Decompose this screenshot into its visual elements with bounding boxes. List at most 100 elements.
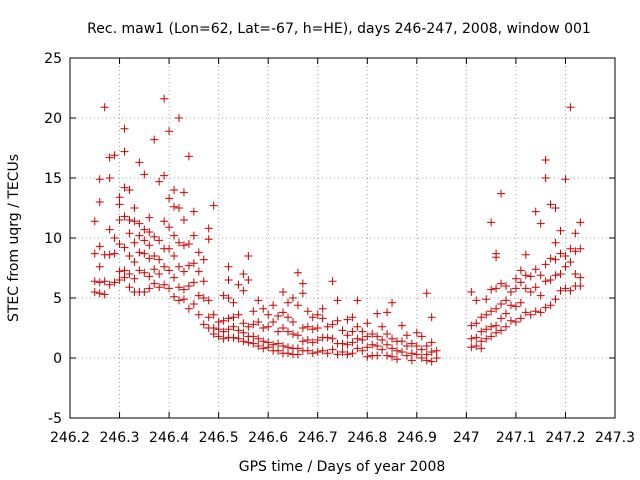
data-point-marker	[348, 338, 357, 347]
data-point-marker	[397, 321, 406, 330]
x-tick-label: 247.1	[496, 430, 536, 446]
data-point-marker	[313, 348, 322, 356]
data-point-marker	[224, 294, 233, 302]
data-point-marker	[170, 186, 179, 194]
data-point-marker	[100, 103, 109, 112]
data-point-marker	[194, 248, 203, 257]
data-point-marker	[383, 351, 392, 360]
data-point-marker	[363, 343, 372, 352]
data-point-marker	[407, 356, 416, 365]
data-point-marker	[383, 340, 392, 349]
data-point-marker	[393, 355, 401, 364]
data-point-marker	[100, 290, 109, 299]
data-point-marker	[412, 328, 421, 337]
data-point-marker	[472, 342, 481, 350]
data-point-marker	[541, 277, 550, 286]
data-point-marker	[90, 217, 99, 226]
data-point-marker	[279, 324, 288, 332]
data-point-marker	[199, 255, 208, 264]
data-point-marker	[576, 218, 585, 227]
y-tick-label: 20	[44, 111, 62, 127]
data-point-marker	[492, 304, 501, 313]
data-point-marker	[175, 238, 183, 247]
data-point-marker	[279, 342, 288, 350]
data-point-marker	[383, 330, 392, 338]
data-point-marker	[308, 338, 317, 347]
data-point-marker	[422, 356, 431, 365]
grid-lines	[70, 58, 615, 418]
data-point-marker	[343, 350, 352, 359]
data-point-marker	[333, 316, 342, 325]
data-point-marker	[427, 313, 436, 322]
data-point-marker	[348, 349, 357, 358]
data-point-marker	[150, 265, 159, 274]
data-point-marker	[482, 295, 491, 304]
data-point-marker	[576, 273, 585, 282]
data-point-marker	[516, 266, 525, 275]
data-point-marker	[298, 289, 307, 298]
y-axis-ticks: -5 0 5 10 15 20 25	[44, 51, 615, 427]
data-point-marker	[135, 219, 144, 228]
data-point-marker	[249, 320, 258, 329]
data-point-marker	[373, 332, 382, 341]
data-point-marker	[467, 334, 476, 343]
data-point-marker	[229, 322, 238, 331]
data-point-marker	[194, 310, 203, 319]
data-point-marker	[279, 308, 288, 317]
data-point-marker	[343, 315, 352, 324]
data-point-marker	[95, 262, 104, 271]
data-point-marker	[497, 300, 506, 308]
data-point-marker	[571, 270, 580, 278]
data-point-marker	[556, 249, 565, 258]
data-point-marker	[110, 234, 119, 242]
data-point-marker	[179, 267, 188, 276]
data-point-marker	[368, 330, 377, 338]
data-point-marker	[284, 349, 292, 358]
data-point-marker	[259, 337, 268, 346]
data-point-marker	[397, 348, 406, 356]
data-point-marker	[155, 236, 164, 245]
data-point-marker	[125, 252, 134, 260]
data-point-marker	[417, 345, 426, 354]
data-point-marker	[95, 278, 104, 287]
data-point-marker	[536, 308, 545, 317]
data-point-marker	[234, 326, 243, 335]
data-point-marker	[120, 212, 129, 221]
data-point-marker	[467, 321, 476, 330]
data-point-marker	[244, 322, 253, 331]
data-point-marker	[511, 318, 520, 326]
data-point-marker	[556, 226, 565, 235]
data-point-marker	[150, 135, 159, 144]
data-point-marker	[209, 310, 218, 319]
data-point-marker	[373, 342, 382, 350]
data-point-marker	[125, 229, 134, 238]
data-point-marker	[110, 249, 119, 258]
x-tick-label: 246.2	[50, 430, 90, 446]
data-point-marker	[189, 207, 198, 216]
data-point-marker	[95, 289, 104, 298]
data-point-marker	[254, 342, 263, 350]
data-point-marker	[353, 322, 362, 331]
data-point-marker	[199, 294, 208, 302]
data-point-marker	[358, 346, 367, 355]
data-point-marker	[234, 310, 243, 319]
data-point-marker	[95, 198, 104, 206]
data-point-marker	[571, 247, 580, 256]
data-point-marker	[105, 153, 114, 162]
data-point-marker	[160, 217, 169, 226]
y-tick-label: 0	[53, 351, 62, 367]
data-point-marker	[224, 262, 233, 271]
data-point-marker	[482, 334, 491, 343]
data-point-marker	[204, 224, 213, 233]
data-point-marker	[264, 343, 273, 352]
data-point-marker	[130, 238, 139, 247]
data-point-marker	[293, 301, 302, 310]
data-point-marker	[259, 324, 268, 332]
data-point-marker	[477, 337, 486, 346]
data-point-marker	[388, 352, 397, 361]
data-point-marker	[95, 175, 104, 184]
data-point-marker	[521, 271, 530, 280]
data-point-marker	[120, 273, 129, 282]
data-point-marker	[175, 296, 183, 305]
